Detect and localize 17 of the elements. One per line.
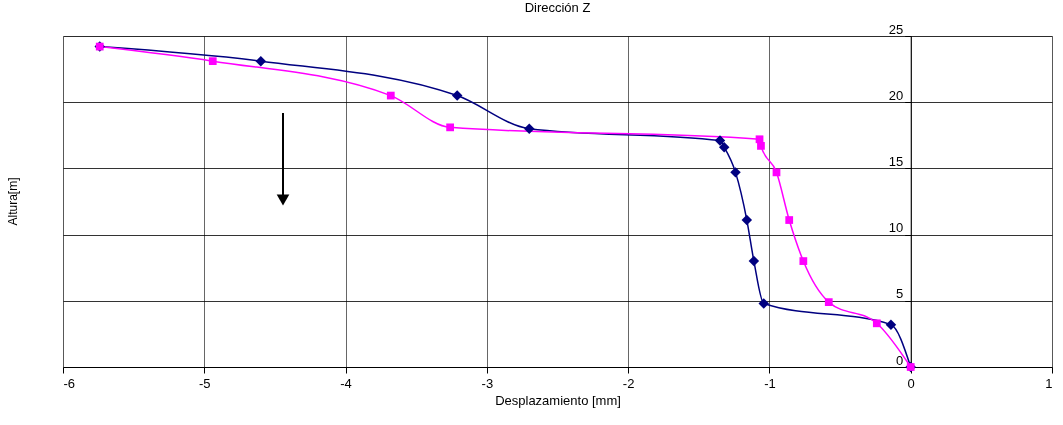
- y-tick-label: 5: [895, 286, 904, 302]
- y-tick-label: 20: [888, 87, 904, 103]
- x-tick-label: -6: [63, 375, 76, 391]
- x-tick-label: -2: [622, 375, 635, 391]
- x-tick-label: -1: [764, 375, 776, 391]
- x-tick-label: 1: [1045, 375, 1053, 391]
- x-axis-title: Desplazamiento [mm]: [495, 392, 621, 408]
- y-axis-title: Altura[m]: [6, 177, 20, 226]
- y-tick-label: 10: [888, 220, 904, 236]
- y-tick-label: 15: [888, 153, 904, 169]
- x-tick-label: -5: [199, 375, 211, 391]
- x-tick-label: 0: [907, 375, 915, 391]
- x-tick-label: -3: [481, 375, 494, 391]
- y-tick-label: 25: [888, 21, 904, 37]
- x-tick-label: -4: [340, 375, 352, 391]
- chart-title: Dirección Z: [524, 0, 591, 15]
- y-tick-label: 0: [895, 352, 904, 368]
